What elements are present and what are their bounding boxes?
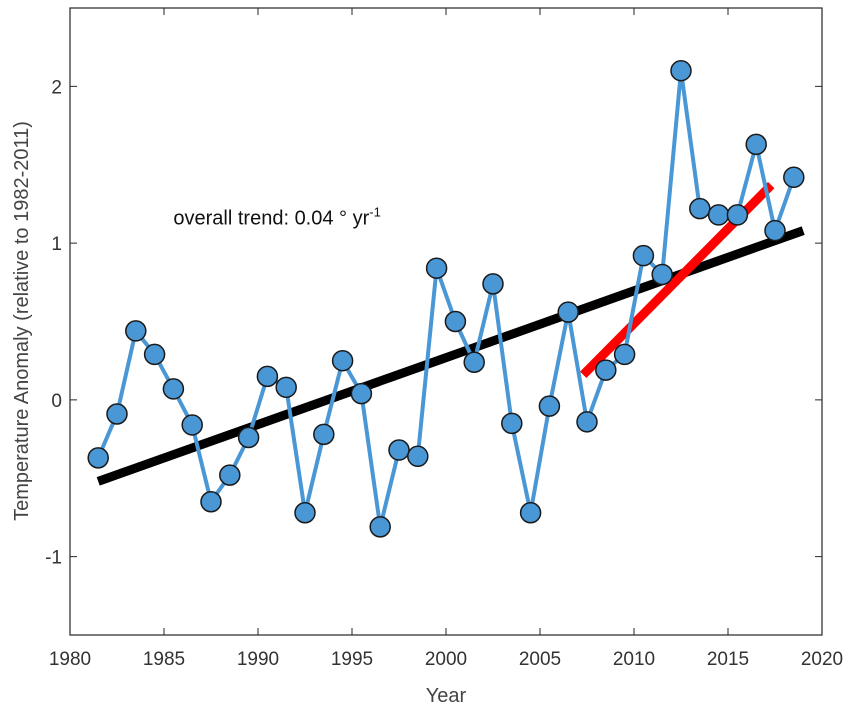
x-tick-label: 2020 (801, 649, 843, 670)
x-tick-label: 1995 (331, 649, 373, 670)
data-point (745, 133, 767, 156)
data-point (726, 204, 749, 226)
data-point (200, 491, 222, 513)
data-point (651, 263, 673, 286)
data-point (388, 439, 410, 461)
data-point (313, 423, 335, 446)
x-tick-label: 1980 (49, 649, 91, 670)
y-axis-title: Temperature Anomaly (relative to 1982-20… (11, 121, 33, 521)
data-point (237, 426, 260, 449)
y-tick-label: -1 (45, 548, 62, 569)
data-point (632, 244, 655, 267)
data-point (482, 273, 504, 295)
data-point (106, 403, 128, 425)
data-series (87, 59, 805, 538)
data-point (294, 501, 316, 524)
data-point (595, 359, 617, 381)
data-point (181, 414, 203, 436)
x-tick-label: 2010 (613, 649, 655, 670)
x-axis-title: Year (426, 685, 467, 707)
data-point (576, 411, 598, 433)
data-point (444, 310, 467, 333)
x-tick-label: 2000 (425, 649, 467, 670)
x-tick-label: 2005 (519, 649, 561, 670)
data-point (557, 301, 579, 323)
data-point (501, 412, 523, 435)
data-point (369, 516, 391, 538)
data-point (707, 204, 730, 226)
data-point (407, 445, 429, 468)
y-tick-label: 1 (51, 234, 62, 255)
data-point (256, 365, 279, 388)
data-point (125, 320, 147, 342)
data-point (670, 59, 692, 82)
data-point (219, 464, 241, 486)
data-point (519, 501, 542, 524)
trend-annotation-text: overall trend: 0.04 ° yr (173, 207, 369, 229)
data-point (350, 382, 373, 405)
trend-annotation: overall trend: 0.04 ° yr-1 (173, 204, 380, 229)
data-point (538, 395, 561, 417)
data-point (463, 351, 485, 374)
data-point (87, 447, 109, 469)
axis-ticks: 1980 1985 1990 1995 2000 2005 2010 2015 2020 -1 0 1… (45, 8, 843, 670)
x-tick-label: 1985 (143, 649, 185, 670)
x-tick-label: 1990 (237, 649, 279, 670)
data-point (783, 166, 805, 189)
data-point (143, 343, 166, 366)
trend-annotation-superscript: -1 (369, 204, 381, 219)
data-point (275, 376, 297, 399)
data-point (162, 378, 185, 400)
y-tick-label: 2 (51, 77, 62, 98)
y-tick-label: 0 (51, 391, 62, 412)
data-point (613, 343, 636, 366)
data-point (764, 219, 786, 242)
x-tick-label: 2015 (707, 649, 749, 670)
data-point (331, 349, 354, 372)
data-point (425, 257, 448, 279)
data-point (689, 197, 711, 220)
